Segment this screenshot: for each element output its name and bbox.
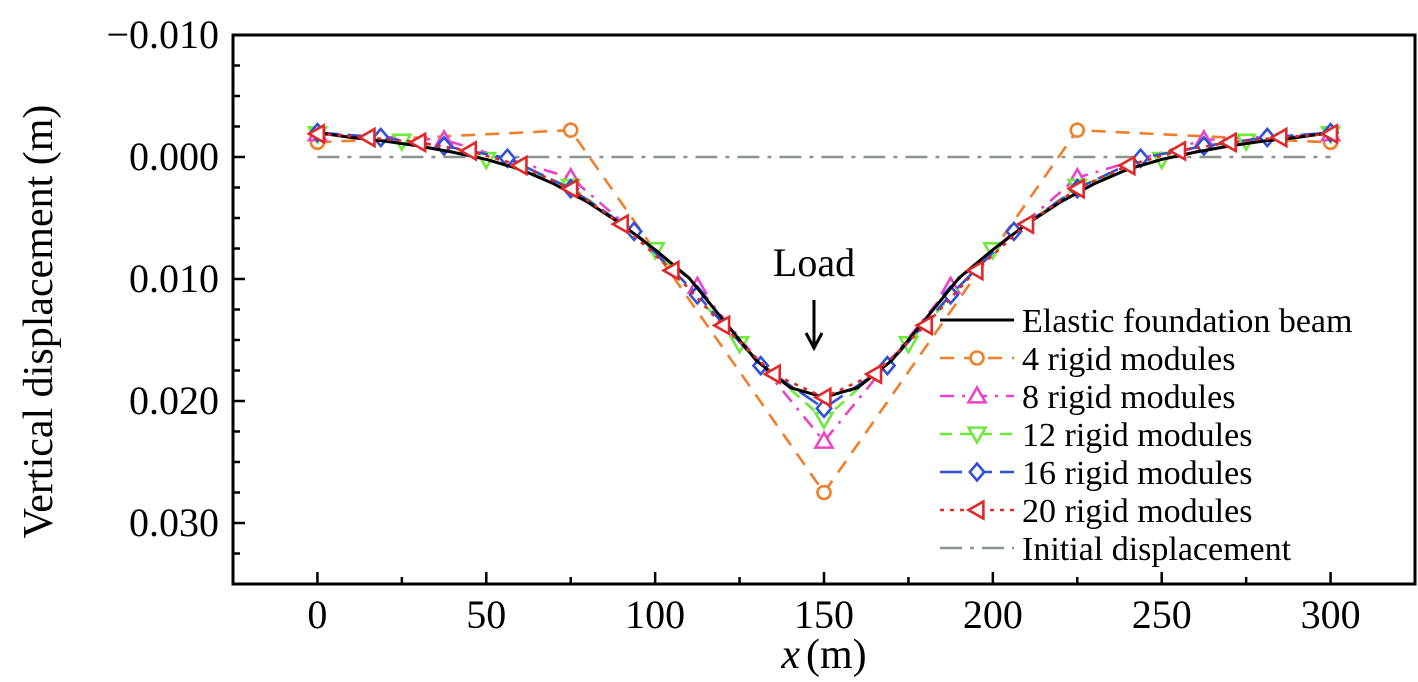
data-point	[1167, 140, 1187, 162]
data-point	[407, 131, 427, 154]
legend-label: 20 rigid modules	[1022, 493, 1252, 530]
data-point	[813, 430, 835, 449]
series-line	[317, 128, 1331, 495]
x-tick-label: 250	[1132, 592, 1192, 637]
x-tick-label: 200	[963, 592, 1023, 637]
legend-item: 12 rigid modules	[940, 417, 1252, 454]
x-tick-label: 150	[794, 592, 854, 637]
data-point	[968, 461, 986, 483]
y-tick-label: 0.030	[129, 500, 219, 545]
x-tick-label: 300	[1301, 592, 1361, 637]
legend-label: 16 rigid modules	[1022, 455, 1252, 492]
legend-label: Elastic foundation beam	[1022, 303, 1352, 340]
data-point	[966, 426, 988, 446]
data-point	[914, 314, 933, 337]
x-axis-var: x	[780, 632, 800, 678]
y-tick-label: 0.000	[129, 134, 219, 179]
data-point	[965, 499, 985, 521]
data-point	[964, 259, 984, 282]
data-point	[508, 154, 528, 177]
legend-item: 16 rigid modules	[940, 455, 1252, 492]
x-tick-label: 50	[466, 592, 506, 637]
data-point	[660, 259, 680, 282]
data-point	[1066, 177, 1085, 200]
data-point	[762, 363, 782, 385]
data-point	[562, 122, 579, 138]
data-point	[559, 177, 579, 200]
data-point	[863, 363, 883, 385]
data-point	[610, 213, 630, 235]
data-point	[969, 350, 985, 366]
data-point	[1116, 154, 1136, 177]
annotation-layer: Load	[773, 240, 855, 352]
data-point	[1069, 122, 1086, 138]
x-tick-label: 100	[625, 592, 685, 637]
ticks-layer: 0 50 100 150 200 250 300 −0.010 0.000 0.010 0.020 0…	[106, 12, 1417, 637]
legend-label: Initial displacement	[1022, 531, 1292, 568]
series-layer	[306, 122, 1342, 501]
data-point	[966, 384, 988, 404]
y-axis-label: Vertical displacement (m)	[16, 105, 62, 539]
legend-label: 12 rigid modules	[1022, 417, 1252, 454]
x-tick-label: 0	[307, 592, 327, 637]
data-point	[812, 386, 832, 409]
load-label: Load	[773, 240, 855, 285]
legend-label: 4 rigid modules	[1022, 341, 1235, 378]
y-tick-label: −0.010	[106, 12, 219, 57]
legend-item: Initial displacement	[940, 531, 1292, 568]
data-point	[356, 126, 376, 149]
legend-label: 8 rigid modules	[1022, 379, 1235, 416]
load-arrow-head	[804, 332, 824, 352]
data-point	[306, 123, 326, 145]
data-point	[1268, 126, 1288, 149]
y-tick-label: 0.020	[129, 378, 219, 423]
legend-item: 4 rigid modules	[940, 341, 1235, 378]
legend-item: 8 rigid modules	[940, 379, 1235, 416]
data-point	[1218, 131, 1237, 154]
data-point	[1319, 123, 1339, 145]
data-point	[711, 314, 731, 337]
y-tick-label: 0.010	[129, 256, 219, 301]
series-line	[317, 131, 1331, 410]
series-20-rigid-modules	[306, 123, 1339, 409]
legend-item: Elastic foundation beam	[940, 303, 1352, 340]
x-axis-label: x (m)	[780, 632, 866, 678]
x-axis-unit: (m)	[806, 632, 867, 678]
data-point	[816, 484, 832, 501]
legend-item: 20 rigid modules	[940, 493, 1252, 530]
data-point	[458, 140, 478, 162]
data-point	[1015, 213, 1035, 235]
